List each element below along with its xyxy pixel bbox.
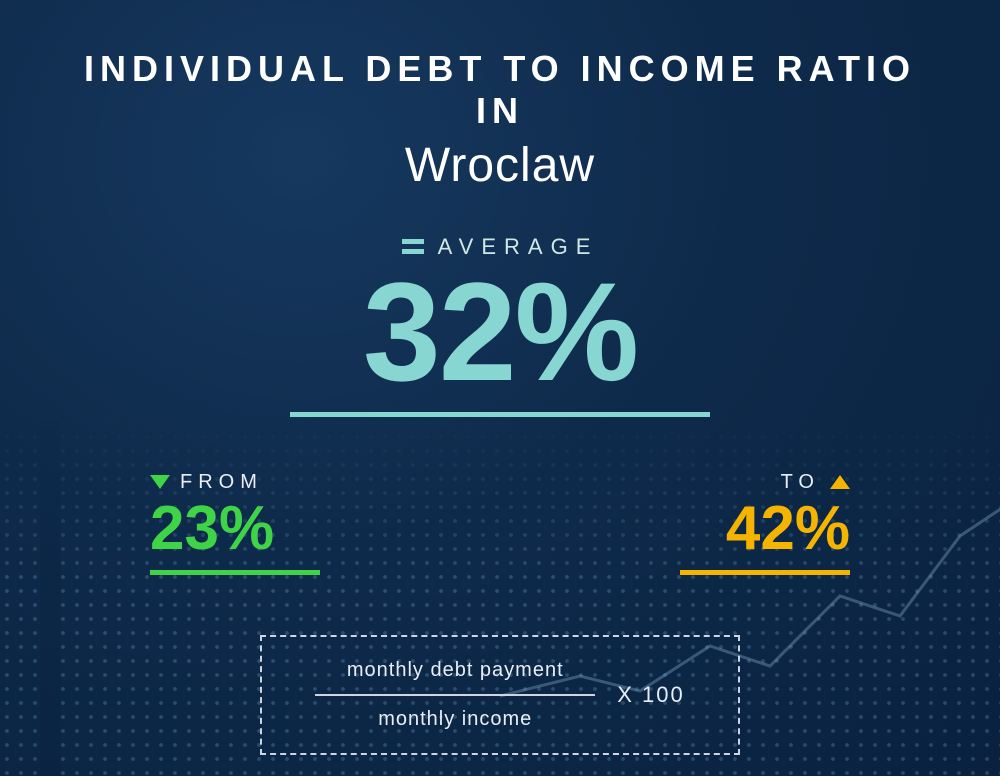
range-to-value: 42% xyxy=(680,498,850,560)
average-block: AVERAGE 32% xyxy=(290,231,710,417)
range-from-underline xyxy=(150,570,320,575)
formula-numerator: monthly debt payment xyxy=(347,659,564,682)
content-area: INDIVIDUAL DEBT TO INCOME RATIO IN Wrocl… xyxy=(0,0,1000,755)
range-to-label: TO xyxy=(781,471,820,494)
arrow-down-icon xyxy=(150,475,170,489)
formula-box: monthly debt payment monthly income X 10… xyxy=(260,635,740,755)
range-to-underline xyxy=(680,570,850,575)
average-value: 32% xyxy=(290,262,710,402)
formula-multiplier: X 100 xyxy=(617,682,685,708)
arrow-up-icon xyxy=(830,475,850,489)
range-from-label: FROM xyxy=(180,471,263,494)
formula-fraction-bar xyxy=(315,694,595,696)
range-row: FROM 23% TO 42% xyxy=(60,471,940,576)
range-from-label-row: FROM xyxy=(150,471,263,494)
range-to-label-row: TO xyxy=(781,471,850,494)
formula-denominator: monthly income xyxy=(378,708,532,731)
title-line-1: INDIVIDUAL DEBT TO INCOME RATIO IN xyxy=(60,48,940,132)
range-from-block: FROM 23% xyxy=(150,471,320,576)
average-underline xyxy=(290,412,710,417)
formula-fraction: monthly debt payment monthly income xyxy=(315,659,595,731)
range-from-value: 23% xyxy=(150,498,320,560)
range-to-block: TO 42% xyxy=(680,471,850,575)
equals-icon xyxy=(402,239,424,254)
title-line-2: Wroclaw xyxy=(60,138,940,193)
